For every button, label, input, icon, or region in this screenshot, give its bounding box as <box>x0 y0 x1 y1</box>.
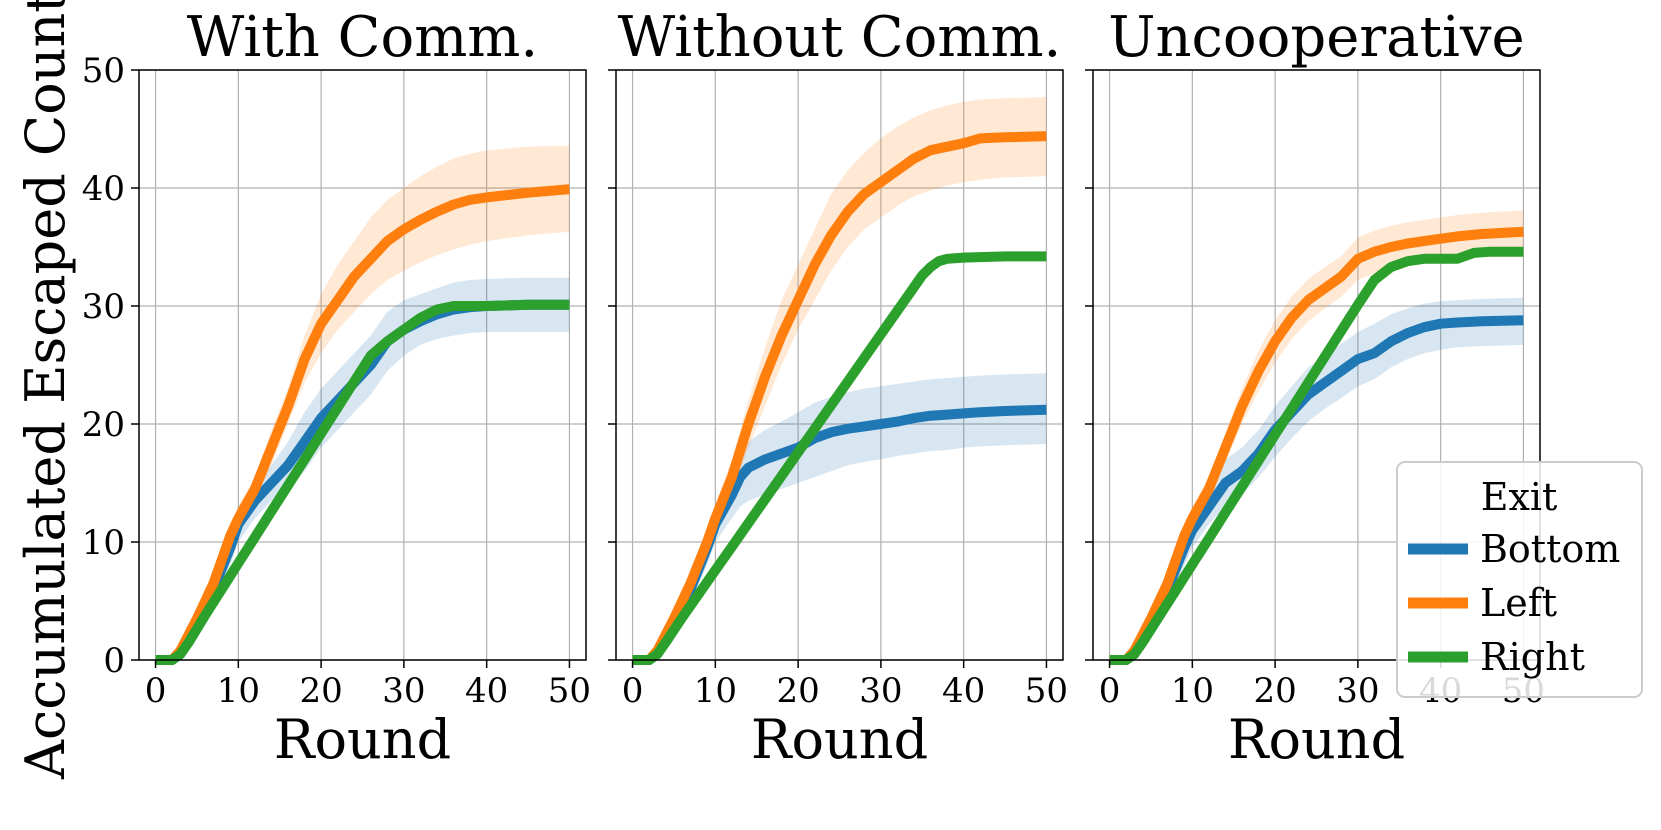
x-tick-label: 20 <box>299 671 342 711</box>
x-axis-label: Round <box>751 708 928 771</box>
panel-title: Uncooperative <box>1108 5 1524 70</box>
x-tick-label: 10 <box>694 671 737 711</box>
legend-label-right: Right <box>1480 635 1585 679</box>
x-tick-label: 20 <box>1253 671 1296 711</box>
x-tick-label: 10 <box>217 671 260 711</box>
series-line-right <box>632 251 1047 665</box>
panel-uncooperative: Uncooperative01020304050Round <box>1085 5 1545 771</box>
y-tick-label: 10 <box>82 523 125 563</box>
x-axis-label: Round <box>274 708 451 771</box>
y-tick-label: 20 <box>82 405 125 445</box>
x-tick-label: 40 <box>942 671 985 711</box>
legend: Exit Bottom Left Right <box>1396 461 1643 698</box>
x-tick-label: 20 <box>776 671 819 711</box>
legend-title: Exit <box>1481 475 1558 519</box>
plot-frame <box>1092 69 1541 661</box>
y-tick-label: 30 <box>82 287 125 327</box>
x-tick-label: 0 <box>1099 671 1121 711</box>
x-tick-label: 0 <box>145 671 167 711</box>
plot-frame <box>615 69 1064 661</box>
x-axis-label: Round <box>1228 708 1405 771</box>
series-line-left <box>1109 226 1524 665</box>
x-tick-label: 0 <box>622 671 644 711</box>
x-tick-label: 30 <box>1336 671 1379 711</box>
panel-without-comm: Without Comm. 0 10 20 30 40 50 Round <box>608 5 1068 771</box>
panel-title: Without Comm. <box>618 5 1062 70</box>
plot-frame <box>138 69 587 661</box>
band-bottom <box>632 373 1047 660</box>
y-axis-label: Accumulated Escaped Count <box>14 0 77 780</box>
series-line-left <box>155 184 570 665</box>
series-line-right <box>1109 246 1524 665</box>
panels: With Comm.0 10 20 30 40 5001020304050RoundWit… <box>82 5 1545 771</box>
x-tick-label: 50 <box>548 671 591 711</box>
y-tick-label: 40 <box>82 169 125 209</box>
legend-box <box>1396 461 1643 698</box>
x-tick-label: 40 <box>465 671 508 711</box>
series-line-right <box>155 299 570 665</box>
legend-label-left: Left <box>1480 581 1557 625</box>
panel-with-comm: With Comm. 0 10 20 30 40 50 0 10 20 30 40 50 Round <box>82 5 591 771</box>
x-tick-label: 30 <box>382 671 425 711</box>
x-tick-label: 30 <box>859 671 902 711</box>
y-tick-label: 50 <box>82 51 125 91</box>
x-tick-label: 50 <box>1025 671 1068 711</box>
y-tick-label: 0 <box>103 641 125 681</box>
legend-label-bottom: Bottom <box>1480 527 1620 571</box>
panel-title: With Comm. <box>187 5 538 70</box>
series-line-left <box>632 131 1047 665</box>
x-tick-label: 10 <box>1171 671 1214 711</box>
band-left <box>632 97 1047 661</box>
